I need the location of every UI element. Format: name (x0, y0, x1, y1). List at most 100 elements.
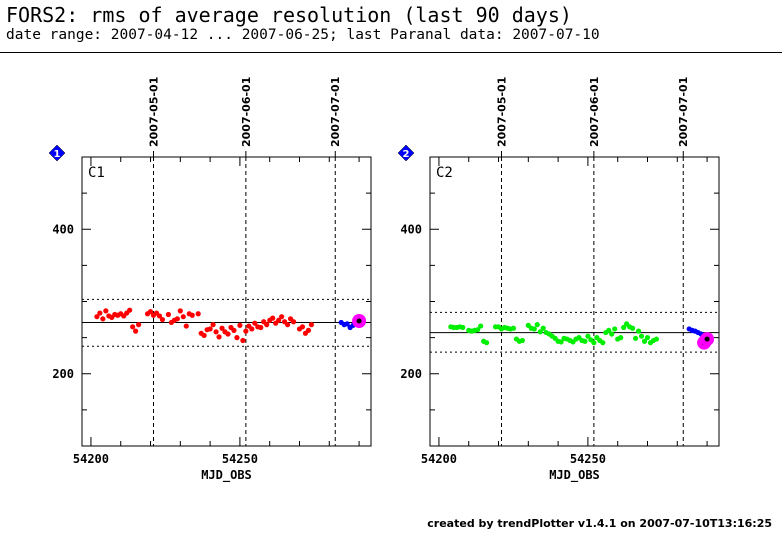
panel-2-data-point-green (618, 335, 624, 341)
panel-2-data-point-green (537, 329, 543, 335)
panel-1-data-point-red (133, 328, 139, 334)
panel-1-data-point-red (249, 326, 255, 332)
panel-2-data-point-green (632, 335, 639, 341)
panel-1-y-tick-label: 200 (52, 367, 74, 381)
panel-1-data-point-red (174, 316, 180, 322)
panel-2-y-tick-label: 400 (400, 222, 422, 236)
panel-1-data-point-red (219, 325, 225, 331)
panel-1-data-point-red (258, 324, 264, 331)
panel-1-data-point-red (180, 314, 186, 320)
panel-2-date-label-1: 2007-05-01 (496, 77, 509, 147)
panel-2-x-tick-label: 54250 (570, 452, 606, 466)
panel-1-data-point-red (270, 315, 276, 321)
panel-1-data-point-red (299, 324, 306, 330)
panel-2-badge-number: 2 (403, 149, 410, 160)
panel-1-highlight-point-core (356, 318, 362, 324)
page-subtitle: date range: 2007-04-12 ... 2007-06-25; l… (6, 27, 600, 43)
panel-2-y-tick-label: 200 (400, 367, 422, 381)
panel-1-data-point-red (231, 327, 237, 333)
panel-1-data-point-red (279, 314, 285, 320)
panel-1-data-point-red (130, 324, 136, 330)
page-title: FORS2: rms of average resolution (last 9… (6, 3, 572, 27)
panel-2-data-point-green (644, 335, 651, 341)
panel-2-label: C2 (436, 165, 453, 181)
panel-1-data-point-red (127, 307, 133, 313)
panel-2-data-point-green (606, 327, 612, 333)
panel-2-data-point-green (591, 340, 597, 346)
panel-2-data-point-green (558, 339, 564, 345)
panel-2-data-point-green (484, 340, 490, 346)
panel-2-data-point-green (534, 322, 540, 328)
panel-1-data-point-red (189, 312, 195, 318)
panel-1-y-tick-label: 400 (52, 222, 74, 236)
panel-1-data-point-red (305, 327, 312, 333)
panel-1-data-point-red (234, 335, 240, 341)
panel-1-badge-number: 1 (54, 149, 61, 160)
panel-1-data-point-blue (344, 321, 350, 327)
panel-1-date-label-2: 2007-06-01 (240, 77, 253, 147)
panel-1-data-point-red (207, 326, 213, 332)
panel-2-data-point-green (531, 326, 537, 332)
panel-1-data-point-red (225, 331, 231, 337)
panel-1-data-point-red (290, 319, 297, 325)
panel-1-data-point-red (136, 322, 142, 328)
panel-1-x-tick-label: 54250 (222, 452, 258, 466)
panel-2-date-label-3: 2007-07-01 (677, 77, 690, 147)
panel-2-data-point-green (475, 327, 481, 333)
panel-2-data-point-green (653, 336, 660, 342)
panel-2-data-point-green (635, 328, 642, 334)
panel-1-data-point-red (284, 322, 291, 328)
panel-2-data-point-green (540, 325, 546, 331)
panel-1-data-point-red (159, 316, 166, 323)
panel-1-data-point-red (94, 314, 100, 320)
panel-2-data-point-green (519, 337, 525, 344)
panel-1-data-point-red (216, 334, 222, 340)
panel-2-data-point-green (612, 326, 618, 332)
panel-2-data-point-green (638, 333, 645, 339)
panel-2-frame (429, 156, 720, 447)
footer-credit: created by trendPlotter v1.4.1 on 2007-0… (427, 517, 772, 530)
panel-1-data-point-red (213, 329, 219, 335)
panel-2-date-label-2: 2007-06-01 (588, 77, 601, 147)
panel-1-date-label-3: 2007-07-01 (329, 77, 342, 147)
panel-2-data-point-green (621, 324, 627, 331)
panel-1-x-axis-label: MJD_OBS (201, 468, 252, 483)
panel-1-data-point-red (103, 308, 109, 314)
panel-1-data-point-red (100, 316, 106, 322)
panel-1-data-point-red (177, 308, 183, 314)
panel-2-highlight-point-core (704, 336, 710, 342)
panel-1-data-point-red (252, 320, 258, 326)
panel-1-data-point-red (147, 309, 154, 315)
panel-1-data-point-red (237, 322, 243, 328)
panel-1-x-tick-label: 54200 (73, 452, 109, 466)
panel-1-data-point-red (240, 337, 246, 344)
panel-1-data-point-red (183, 323, 189, 329)
panel-1-data-point-red (165, 311, 172, 318)
panel-1-data-point-red (276, 317, 282, 323)
panel-2-data-point-green (600, 340, 606, 346)
panel-2-data-point-green (582, 338, 588, 344)
panel-1-data-point-red (264, 322, 270, 328)
panel-1-data-point-red (308, 322, 315, 328)
panel-2-data-point-green (585, 333, 591, 339)
panel-2-data-point-green (629, 325, 636, 331)
panel-1-badge-icon (48, 144, 66, 162)
panel-1-date-label-1: 2007-05-01 (148, 77, 161, 147)
panel-1-data-point-red (210, 322, 216, 328)
header-divider (0, 52, 782, 53)
panel-2-data-point-green (510, 325, 517, 331)
panel-1-data-point-red (156, 313, 163, 319)
panel-1-data-point-red (97, 310, 103, 316)
panel-1-data-point-red (243, 328, 249, 334)
panel-2-x-tick-label: 54200 (421, 452, 457, 466)
panel-2-data-point-green (609, 331, 615, 337)
panel-2-data-point-green (478, 323, 484, 329)
panel-2-data-point-green (460, 324, 466, 331)
panel-1-frame (81, 156, 372, 447)
panel-1-data-point-red (201, 332, 207, 339)
panel-1-label: C1 (88, 165, 105, 181)
panel-2-data-point-green (641, 338, 648, 344)
panel-2-badge-icon (397, 144, 415, 162)
panel-1-data-point-red (195, 311, 201, 317)
